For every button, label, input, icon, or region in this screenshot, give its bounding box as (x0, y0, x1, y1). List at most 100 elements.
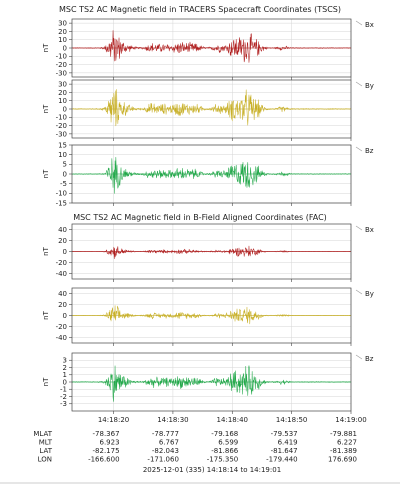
series-label-by: By (365, 82, 374, 90)
ephemeris-value: 176.690 (328, 456, 357, 464)
ephemeris-value: -78.777 (152, 430, 179, 438)
plot-frame (71, 18, 352, 78)
y-tick-label: -15 (56, 199, 67, 207)
series-line-bx (71, 245, 352, 260)
y-tick-label: 10 (58, 97, 67, 105)
x-tick-label: 14:18:30 (157, 416, 188, 424)
series-label-bz: Bz (365, 147, 374, 155)
y-tick-label: -2 (60, 393, 67, 401)
x-tick-label: 14:19:00 (335, 416, 366, 424)
y-tick-label: -10 (56, 53, 67, 61)
x-tick-label: 14:18:40 (217, 416, 248, 424)
ephemeris-value: -79.537 (271, 430, 298, 438)
ephemeris-value: -171.060 (147, 456, 178, 464)
y-tick-label: -5 (60, 180, 67, 188)
y-tick-label: 30 (58, 20, 67, 28)
series-label-bx: Bx (365, 226, 374, 234)
panel-fac-bx: 40 20 0 -20 -40 nT Bx (42, 223, 374, 282)
plot-frame (71, 352, 352, 412)
y-axis-label: nT (42, 246, 50, 255)
ephemeris-value: 6.419 (278, 439, 298, 447)
y-axis-label: nT (42, 43, 50, 52)
plot-frame (71, 287, 352, 344)
ephemeris-value: -175.350 (207, 456, 238, 464)
y-tick-label: 5 (63, 161, 67, 169)
y-tick-label: -30 (56, 69, 67, 77)
x-tick-label: 14:18:50 (276, 416, 307, 424)
y-tick-label: 2 (63, 364, 67, 372)
y-tick-label: 3 (63, 357, 67, 365)
y-axis-label: nT (42, 104, 50, 113)
y-tick-label: 15 (58, 141, 67, 149)
ephemeris-value: -82.175 (93, 447, 120, 455)
legend-leader (355, 20, 363, 26)
y-tick-label: -10 (56, 190, 67, 198)
time-range-footer: 2025-12-01 (335) 14:18:14 to 14:19:01 (143, 466, 281, 474)
y-tick-label: -20 (56, 259, 67, 267)
ephemeris-value: -81.866 (211, 447, 239, 455)
ephemeris-value: -82.043 (152, 447, 179, 455)
ephemeris-value: -81.389 (330, 447, 357, 455)
ephemeris-value: 6.767 (159, 439, 179, 447)
y-axis-label: nT (42, 169, 50, 178)
legend-leader (355, 146, 363, 152)
y-tick-label: 0 (63, 378, 67, 386)
ephemeris-value: -81.647 (271, 447, 298, 455)
y-tick-label: -20 (56, 323, 67, 331)
plot-frame (71, 144, 352, 204)
y-tick-label: 0 (63, 44, 67, 52)
y-tick-label: 40 (58, 290, 67, 298)
y-tick-label: 10 (58, 36, 67, 44)
y-tick-label: 0 (63, 105, 67, 113)
y-tick-label: 20 (58, 237, 67, 245)
chart-title: MSC TS2 AC Magnetic field in TRACERS Spa… (59, 5, 341, 14)
series-line-bz (71, 157, 352, 194)
ephemeris-value: -179.440 (266, 456, 297, 464)
legend-leader (355, 225, 363, 231)
y-tick-label: 20 (58, 28, 67, 36)
legend-leader (355, 289, 363, 295)
chart-title: MSC TS2 AC Magnetic field in B-Field Ali… (73, 213, 327, 222)
y-tick-label: 40 (58, 226, 67, 234)
ephemeris-value: -79.881 (330, 430, 357, 438)
legend-leader (355, 354, 363, 360)
y-tick-label: -40 (56, 334, 67, 342)
y-tick-label: -1 (60, 386, 67, 394)
y-tick-label: -20 (56, 122, 67, 130)
y-tick-label: 0 (63, 248, 67, 256)
y-tick-label: -10 (56, 114, 67, 122)
ephemeris-value: 6.227 (337, 439, 357, 447)
y-tick-label: 0 (63, 312, 67, 320)
ephemeris-value: -79.168 (211, 430, 238, 438)
ephemeris-value: -78.367 (93, 430, 120, 438)
series-label-by: By (365, 290, 374, 298)
panel-tscs-bz: 15 10 50 -5 -10-15 nT Bz (42, 141, 374, 207)
plot-frame (71, 223, 352, 280)
y-tick-label: 1 (63, 371, 67, 379)
ephemeris-label-lat: LAT (39, 447, 52, 455)
y-tick-label: -3 (60, 400, 67, 408)
ephemeris-value: 6.923 (100, 439, 120, 447)
ephemeris-label-mlt: MLT (39, 439, 53, 447)
y-tick-label: -20 (56, 61, 67, 69)
y-axis-label: nT (42, 310, 50, 319)
legend-leader (355, 81, 363, 87)
y-tick-label: 10 (58, 151, 67, 159)
y-tick-label: 20 (58, 89, 67, 97)
ephemeris-label-mlat: MLAT (33, 430, 52, 438)
y-tick-label: -40 (56, 270, 67, 278)
series-line-bx (71, 30, 352, 63)
y-tick-label: 0 (63, 170, 67, 178)
y-tick-label: 20 (58, 301, 67, 309)
plot-frame (71, 79, 352, 139)
x-tick-label: 14:18:20 (98, 416, 129, 424)
ephemeris-label-lon: LON (38, 456, 52, 464)
series-label-bx: Bx (365, 21, 374, 29)
ephemeris-value: -166.600 (88, 456, 119, 464)
y-tick-label: -30 (56, 130, 67, 138)
y-tick-label: 30 (58, 81, 67, 89)
series-line-bz (71, 365, 352, 402)
